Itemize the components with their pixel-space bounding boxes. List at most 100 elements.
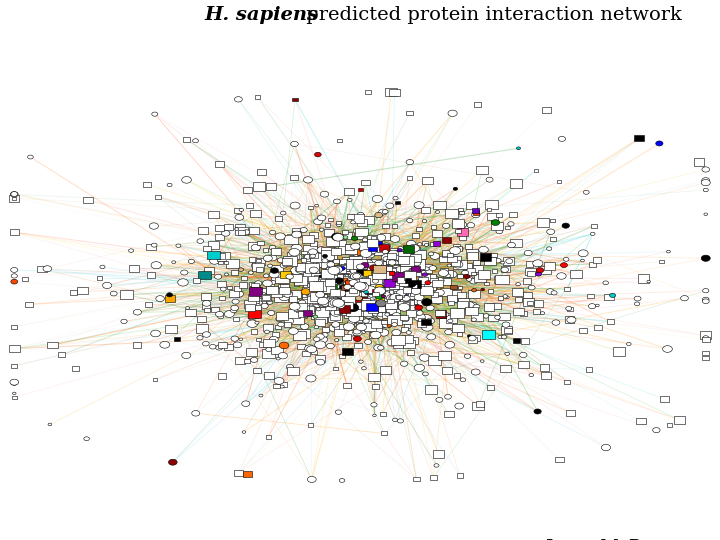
Bar (334, 284, 348, 294)
Bar (354, 260, 366, 269)
Circle shape (351, 279, 359, 285)
Circle shape (516, 147, 521, 150)
Bar (449, 290, 462, 299)
Circle shape (394, 295, 397, 298)
Bar (505, 226, 510, 229)
Circle shape (680, 295, 688, 301)
Circle shape (319, 228, 324, 231)
Bar (325, 224, 330, 227)
Circle shape (232, 299, 239, 304)
Bar (321, 303, 336, 313)
Circle shape (423, 267, 429, 271)
Bar (320, 279, 331, 286)
Bar (423, 177, 433, 184)
Circle shape (12, 392, 16, 395)
Bar (454, 256, 462, 261)
Circle shape (129, 249, 134, 252)
Bar (314, 275, 320, 279)
Bar (372, 384, 379, 389)
Circle shape (267, 300, 273, 304)
Circle shape (304, 177, 312, 183)
Circle shape (382, 320, 392, 328)
Circle shape (239, 208, 243, 212)
Bar (324, 296, 337, 305)
Bar (275, 273, 289, 283)
Bar (420, 286, 433, 295)
Bar (403, 340, 415, 348)
Bar (372, 283, 378, 287)
Circle shape (296, 273, 305, 279)
Circle shape (448, 319, 453, 323)
Circle shape (364, 265, 372, 270)
Bar (321, 269, 333, 278)
Circle shape (261, 303, 269, 308)
Bar (515, 297, 522, 302)
Circle shape (325, 298, 330, 301)
Circle shape (392, 418, 397, 422)
Circle shape (426, 305, 434, 310)
Circle shape (703, 297, 709, 302)
Bar (224, 344, 233, 350)
Bar (411, 266, 420, 272)
Circle shape (410, 297, 413, 300)
Bar (356, 302, 368, 309)
Circle shape (333, 299, 343, 307)
Circle shape (238, 268, 243, 272)
Bar (490, 253, 497, 258)
Bar (408, 298, 418, 305)
Circle shape (380, 306, 391, 313)
Bar (594, 325, 602, 330)
Circle shape (429, 266, 436, 271)
Circle shape (263, 280, 272, 287)
Bar (362, 273, 374, 281)
Bar (466, 268, 474, 275)
Circle shape (400, 361, 408, 366)
Circle shape (286, 274, 294, 279)
Bar (258, 342, 266, 347)
Bar (580, 328, 587, 333)
Circle shape (210, 345, 216, 349)
Circle shape (318, 293, 325, 298)
Bar (387, 308, 396, 314)
Bar (256, 96, 260, 99)
Bar (500, 364, 510, 372)
Circle shape (332, 322, 340, 327)
Bar (505, 328, 513, 333)
Bar (513, 338, 520, 342)
Circle shape (269, 230, 276, 234)
Circle shape (308, 249, 318, 255)
Bar (361, 290, 371, 296)
Bar (379, 286, 390, 293)
Circle shape (305, 309, 316, 316)
Circle shape (392, 313, 397, 316)
Circle shape (349, 280, 358, 286)
Circle shape (320, 294, 325, 298)
Bar (281, 291, 289, 296)
Bar (433, 241, 441, 246)
Circle shape (353, 293, 361, 299)
Bar (12, 396, 17, 399)
Circle shape (318, 286, 330, 294)
Bar (431, 280, 443, 287)
Circle shape (271, 281, 276, 285)
Bar (337, 279, 343, 283)
Bar (382, 311, 390, 316)
Circle shape (360, 283, 372, 291)
Bar (451, 260, 460, 266)
Bar (354, 278, 369, 288)
Bar (356, 296, 366, 303)
Bar (297, 310, 307, 318)
Bar (275, 325, 282, 329)
Circle shape (339, 478, 345, 482)
Circle shape (316, 359, 325, 365)
Bar (373, 295, 388, 305)
Circle shape (393, 273, 405, 281)
Circle shape (491, 220, 500, 226)
Bar (391, 295, 401, 302)
Circle shape (703, 288, 709, 293)
Circle shape (317, 247, 326, 253)
Circle shape (376, 300, 386, 307)
Circle shape (333, 290, 346, 298)
Circle shape (10, 192, 18, 197)
Circle shape (344, 280, 353, 286)
